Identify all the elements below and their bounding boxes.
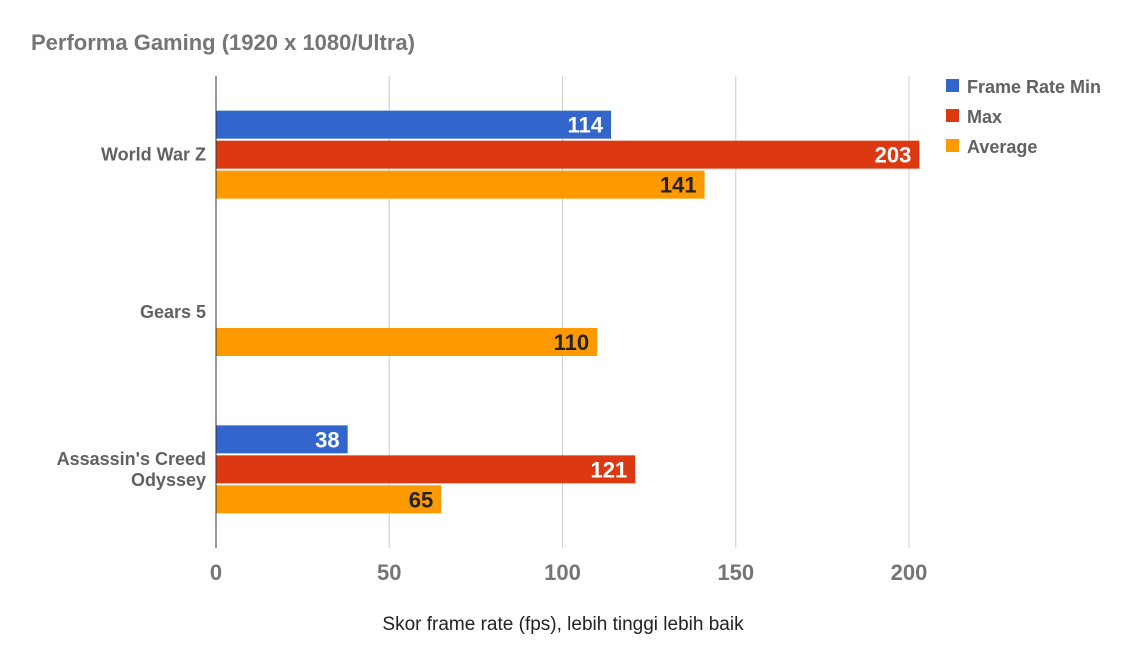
x-axis-tick-labels: 0 50 100 150 200 bbox=[210, 560, 927, 585]
category-label: Odyssey bbox=[131, 470, 206, 490]
x-tick-label: 150 bbox=[717, 560, 754, 585]
x-tick-label: 200 bbox=[891, 560, 928, 585]
legend-swatch bbox=[946, 109, 959, 122]
bar bbox=[216, 170, 705, 199]
bar bbox=[216, 485, 442, 514]
bar bbox=[216, 140, 920, 169]
x-tick-label: 100 bbox=[544, 560, 581, 585]
x-axis-label: Skor frame rate (fps), lebih tinggi lebi… bbox=[382, 614, 744, 635]
bar bbox=[216, 328, 598, 356]
x-tick-label: 50 bbox=[377, 560, 401, 585]
category-label: World War Z bbox=[101, 145, 206, 165]
x-tick-label: 0 bbox=[210, 560, 222, 585]
category-label: Gears 5 bbox=[140, 302, 206, 322]
bar-data-label: 141 bbox=[660, 173, 697, 198]
category-labels: World War Z Gears 5 Assassin's CreedOdysse… bbox=[57, 145, 206, 490]
bar-data-label: 203 bbox=[875, 143, 912, 168]
legend-swatch bbox=[946, 139, 959, 152]
bar bbox=[216, 455, 636, 484]
bar-data-label: 114 bbox=[568, 113, 604, 138]
bars: 114 203 141 110 38 121 65 bbox=[216, 110, 920, 514]
bar-data-label: 121 bbox=[591, 457, 628, 482]
legend-entry: Frame Rate Min bbox=[967, 77, 1101, 97]
bar-data-label: 65 bbox=[409, 487, 433, 512]
legend-swatch bbox=[946, 79, 959, 92]
bar bbox=[216, 110, 612, 139]
bar-data-label: 38 bbox=[315, 427, 339, 452]
legend-entry: Average bbox=[967, 137, 1037, 157]
category-label: Assassin's Creed bbox=[57, 449, 206, 469]
bar bbox=[216, 425, 348, 454]
bar-data-label: 110 bbox=[554, 330, 590, 355]
legend-entry: Max bbox=[967, 107, 1002, 127]
chart-title: Performa Gaming (1920 x 1080/Ultra) bbox=[31, 30, 415, 55]
legend: Frame Rate Min Max Average bbox=[946, 77, 1101, 157]
